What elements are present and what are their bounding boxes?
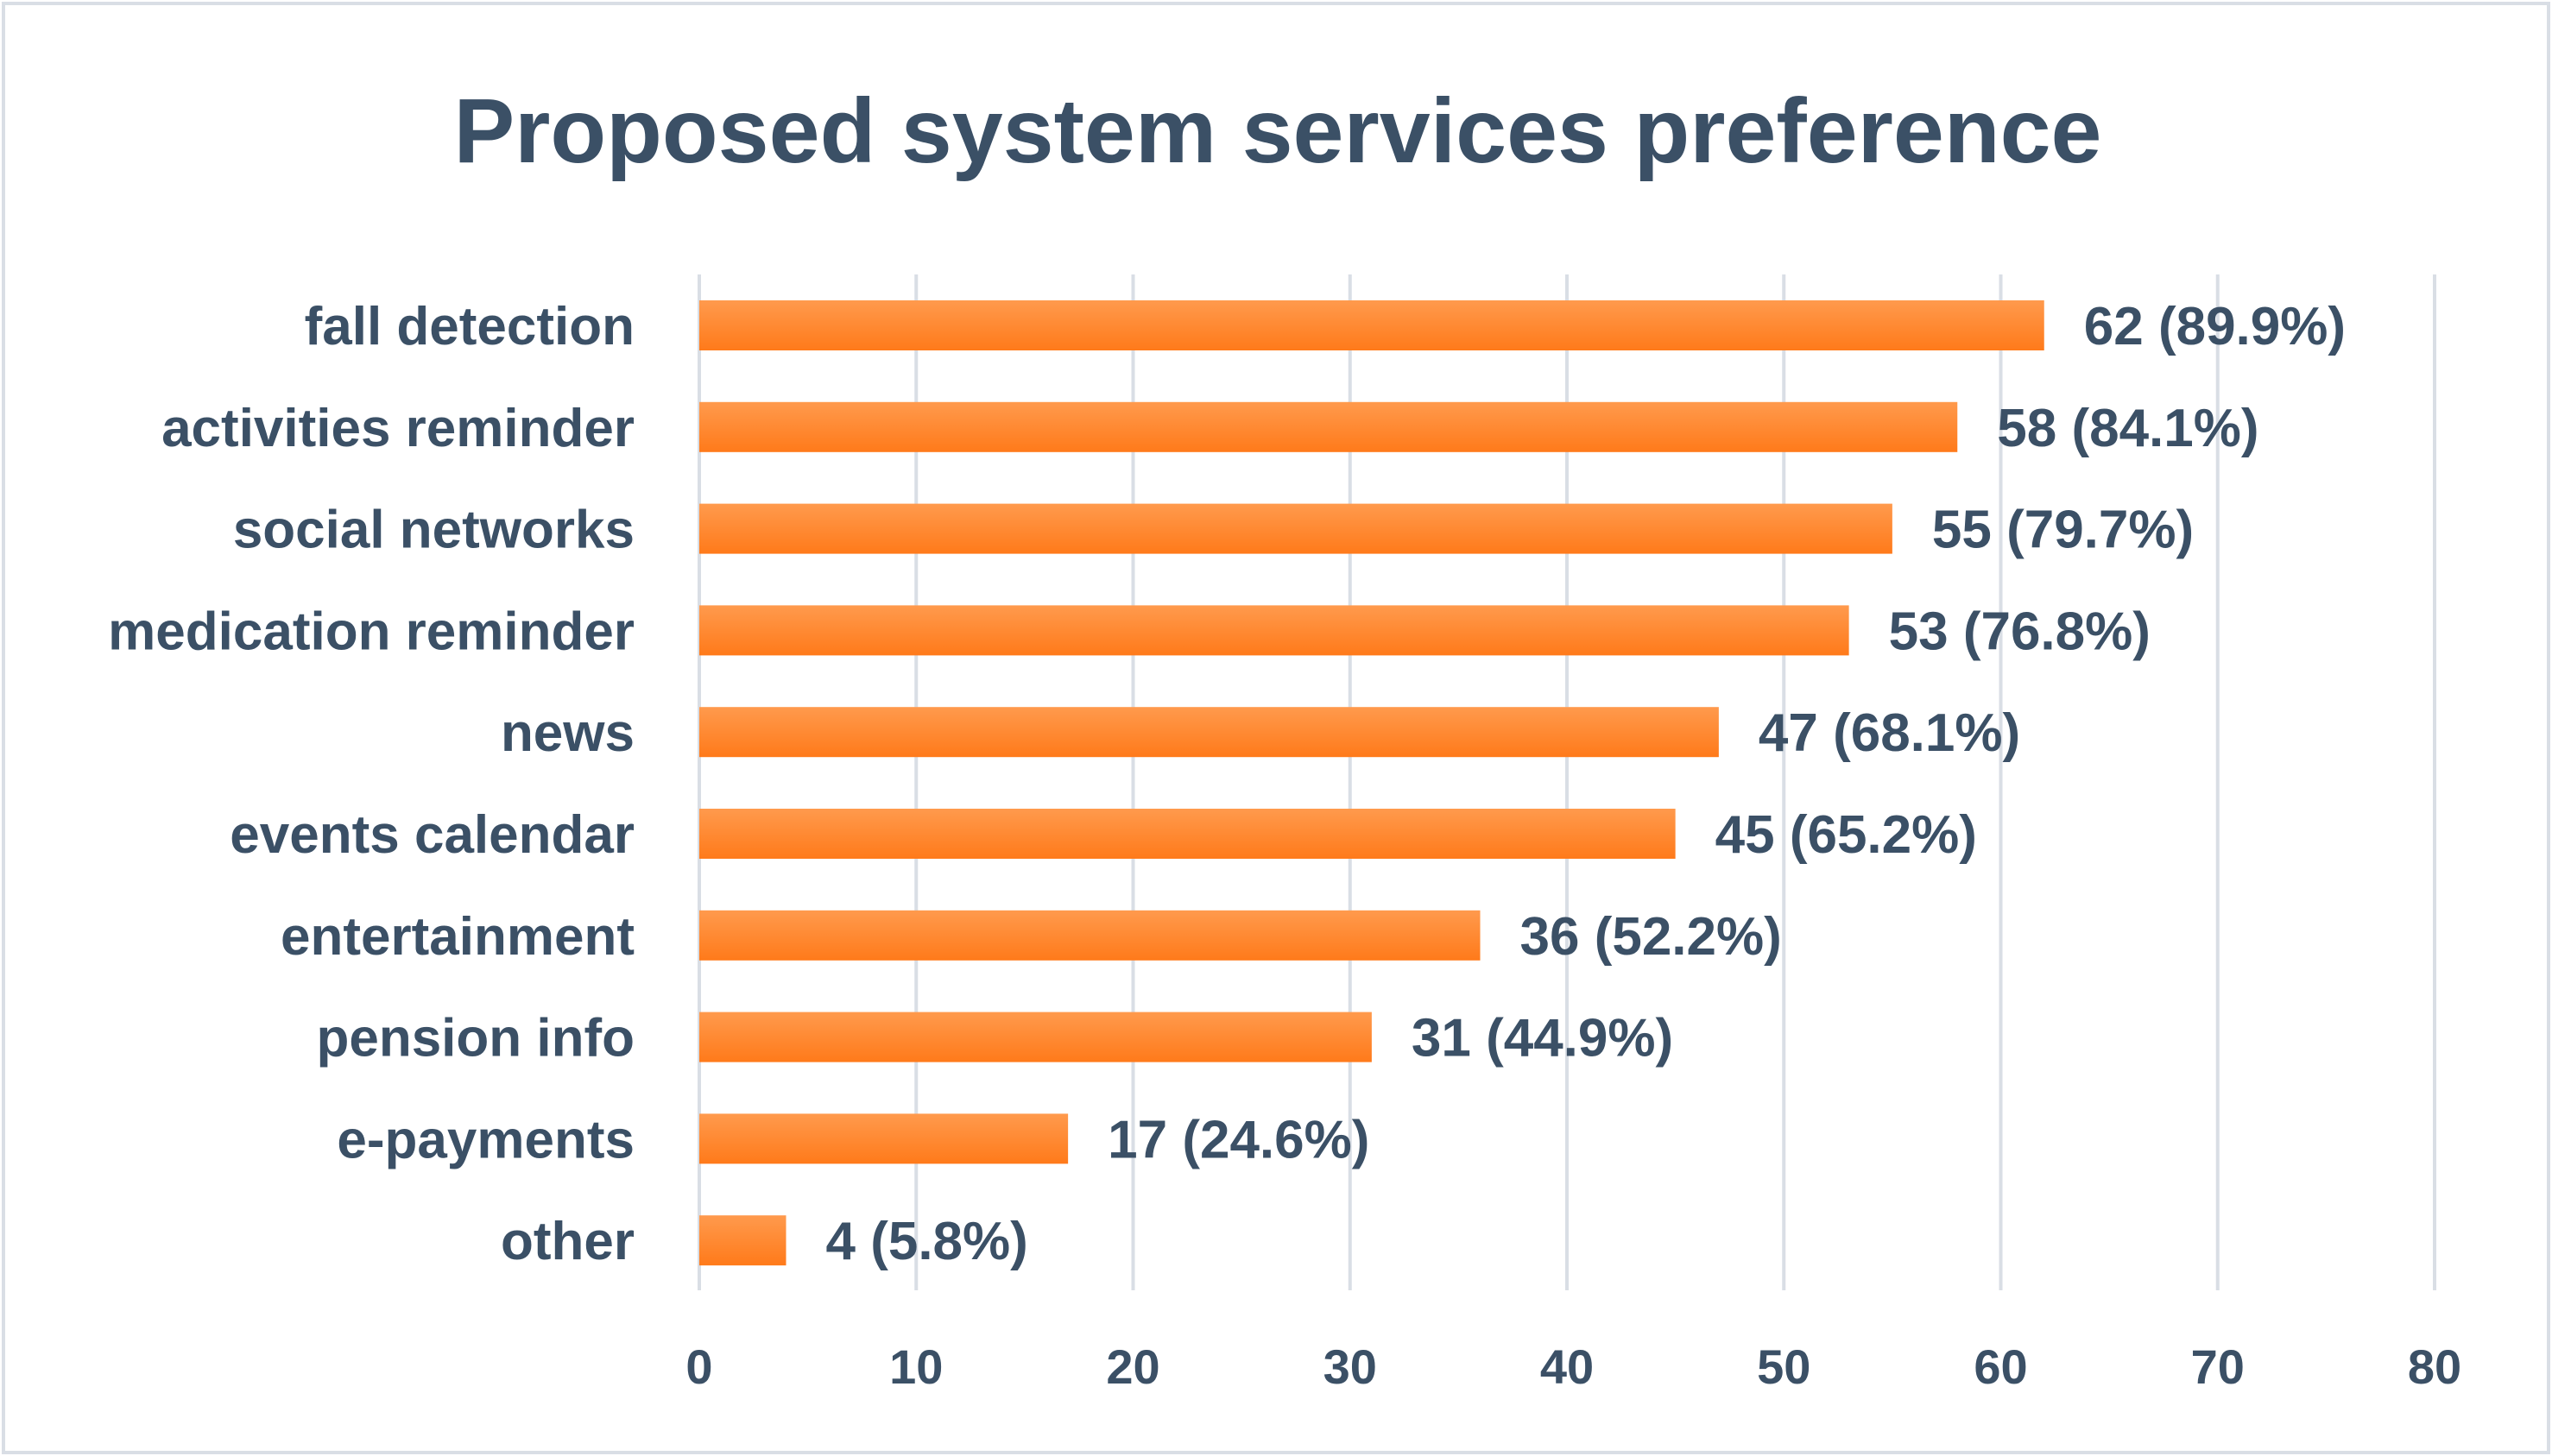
data-label: 45 (65.2%) xyxy=(1715,805,1977,865)
category-label: fall detection xyxy=(305,297,635,356)
bar xyxy=(699,1113,1069,1164)
data-label: 47 (68.1%) xyxy=(1759,703,2020,763)
bar xyxy=(699,809,1676,859)
category-label: activities reminder xyxy=(161,399,635,458)
bar xyxy=(699,1215,786,1266)
x-tick-label: 50 xyxy=(1757,1339,1810,1394)
chart-title: Proposed system services preference xyxy=(453,80,2101,182)
x-tick-label: 40 xyxy=(1540,1339,1594,1394)
category-label: pension info xyxy=(316,1009,635,1068)
data-label: 17 (24.6%) xyxy=(1108,1110,1369,1169)
category-label: entertainment xyxy=(281,907,635,967)
category-label: social networks xyxy=(233,501,635,560)
category-label: medication reminder xyxy=(108,602,635,661)
bar xyxy=(699,910,1481,961)
x-tick-label: 20 xyxy=(1106,1339,1159,1394)
category-labels: fall detection activities reminder social … xyxy=(108,297,635,1271)
x-tick-label: 0 xyxy=(685,1339,712,1394)
bars xyxy=(699,300,2044,1266)
data-label: 36 (52.2%) xyxy=(1520,907,1782,967)
category-label: e-payments xyxy=(337,1110,635,1169)
data-label: 62 (89.9%) xyxy=(2084,297,2346,356)
bar xyxy=(699,605,1849,656)
category-label: news xyxy=(501,703,635,763)
data-label: 55 (79.7%) xyxy=(1932,501,2194,560)
bar xyxy=(699,503,1892,554)
x-tick-label: 30 xyxy=(1323,1339,1377,1394)
bar xyxy=(699,1012,1372,1062)
data-labels: 62 (89.9%) 58 (84.1%) 55 (79.7%) 53 (76.8%)… xyxy=(826,297,2347,1271)
x-tick-label: 70 xyxy=(2191,1339,2245,1394)
data-label: 4 (5.8%) xyxy=(826,1212,1028,1271)
bar xyxy=(699,707,1719,758)
x-tick-label: 60 xyxy=(1974,1339,2027,1394)
data-label: 53 (76.8%) xyxy=(1889,602,2151,661)
x-tick-label: 80 xyxy=(2408,1339,2461,1394)
category-label: other xyxy=(501,1212,635,1271)
data-label: 58 (84.1%) xyxy=(1997,399,2258,458)
x-axis-tick-labels: 0 10 20 30 40 50 60 70 80 xyxy=(685,1339,2461,1394)
x-tick-label: 10 xyxy=(889,1339,943,1394)
bar xyxy=(699,401,1958,452)
bar xyxy=(699,300,2044,350)
category-label: events calendar xyxy=(230,805,635,865)
data-label: 31 (44.9%) xyxy=(1412,1009,1673,1068)
